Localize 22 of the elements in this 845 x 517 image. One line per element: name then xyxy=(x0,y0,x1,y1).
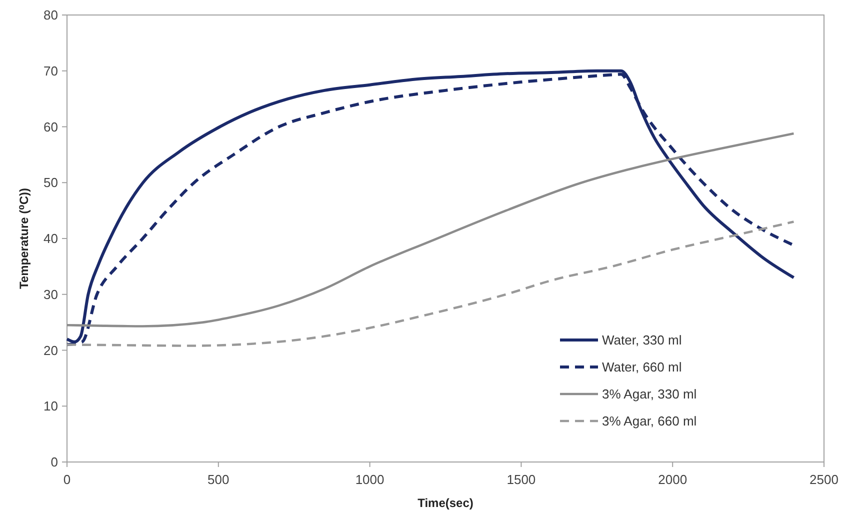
y-tick-label: 20 xyxy=(44,342,58,358)
x-tick-label: 0 xyxy=(63,472,71,487)
legend-label: Water, 330 ml xyxy=(602,332,682,348)
y-tick-label: 60 xyxy=(44,119,58,134)
x-tick-label: 2000 xyxy=(658,472,688,487)
x-tick-label: 2500 xyxy=(810,472,838,487)
y-tick-label: 40 xyxy=(44,231,58,246)
legend-label: Water, 660 ml xyxy=(602,360,682,375)
x-tick-label: 1500 xyxy=(506,472,536,487)
x-tick-label: 500 xyxy=(208,472,230,487)
legend-label: 3% Agar, 660 ml xyxy=(602,414,697,429)
y-tick-label: 10 xyxy=(44,398,58,414)
x-tick-label: 1000 xyxy=(355,472,384,487)
y-tick-label: 30 xyxy=(44,286,58,302)
y-tick-label: 70 xyxy=(44,63,58,78)
y-tick-label: 50 xyxy=(44,175,58,190)
y-tick-label: 80 xyxy=(44,8,58,23)
y-axis-title: Temperature (⁰C)) xyxy=(17,188,31,290)
y-tick-label: 0 xyxy=(50,454,58,470)
x-axis-title: Time(sec) xyxy=(418,496,474,510)
legend-label: 3% Agar, 330 ml xyxy=(602,386,697,402)
line-series xyxy=(66,132,795,328)
